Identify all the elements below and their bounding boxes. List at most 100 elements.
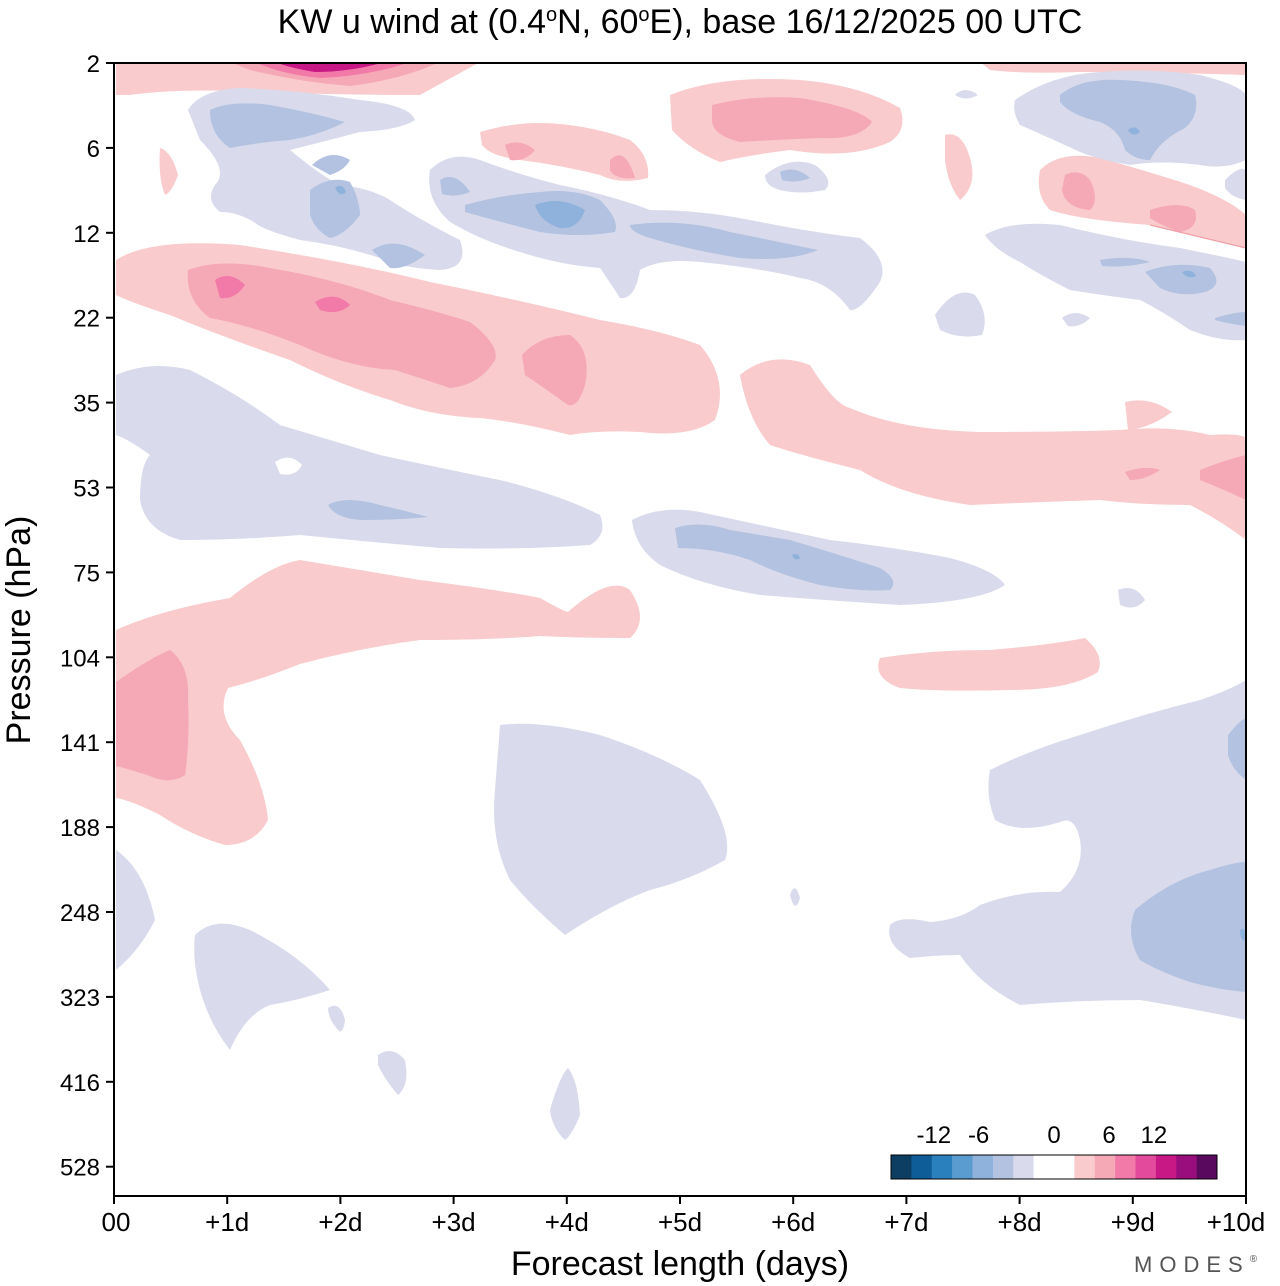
contour-region <box>1150 205 1196 232</box>
contour-region <box>675 524 894 591</box>
contour-level-pos1 <box>116 62 1246 845</box>
contour-region <box>1125 400 1172 430</box>
contour-region <box>310 179 360 238</box>
contour-region <box>712 97 872 142</box>
contour-region <box>505 142 535 161</box>
y-axis-label: Pressure (hPa) <box>0 516 38 745</box>
y-tick-label: 12 <box>73 221 100 248</box>
contour-fields <box>116 62 1247 1140</box>
colorbar-tick-label: 12 <box>1140 1122 1167 1149</box>
x-tick-label: +10d <box>1207 1207 1266 1237</box>
colorbar-tick-label: -6 <box>968 1122 989 1149</box>
contour-region <box>328 500 428 520</box>
contour-region <box>1118 587 1145 608</box>
contour-region <box>116 850 155 970</box>
contour-region <box>1062 172 1095 210</box>
contour-level-neg3 <box>335 127 1246 941</box>
contour-region <box>312 155 350 175</box>
colorbar-swatch <box>1135 1155 1157 1179</box>
contour-region <box>935 292 985 337</box>
contour-region <box>275 62 385 72</box>
contour-region <box>980 62 1245 75</box>
contour-region <box>116 650 189 781</box>
contour-region <box>1215 312 1246 326</box>
x-tick-label: 00 <box>102 1207 131 1237</box>
contour-region <box>210 103 345 148</box>
contour-region <box>1145 264 1217 295</box>
x-tick-label: +6d <box>771 1207 815 1237</box>
colorbar-swatch <box>931 1155 953 1179</box>
colorbar-tick-label: -12 <box>916 1122 951 1149</box>
contour-region <box>790 888 800 906</box>
contour-region <box>1225 168 1246 200</box>
y-tick-label: 53 <box>73 476 100 503</box>
x-tick-label: +3d <box>432 1207 476 1237</box>
contour-region <box>440 176 470 196</box>
y-tick-label: 35 <box>73 391 100 418</box>
colorbar-frame <box>890 1154 1218 1180</box>
contour-region <box>740 359 1246 540</box>
contour-region <box>194 923 330 1050</box>
y-tick-label: 141 <box>60 730 100 757</box>
modes-logo: MODES® <box>1134 1252 1264 1277</box>
contour-line <box>1149 224 1247 249</box>
colorbar-swatch <box>1176 1155 1197 1179</box>
colorbar-swatch <box>952 1155 973 1179</box>
y-tick-label: 416 <box>60 1070 100 1097</box>
contour-region <box>494 723 728 935</box>
contour-level-pos4 <box>275 62 385 72</box>
contour-region <box>945 134 973 200</box>
x-tick-label: +9d <box>1111 1207 1155 1237</box>
contour-region <box>550 1068 580 1140</box>
chart-title: KW u wind at (0.4oN, 60oE), base 16/12/2… <box>278 3 1083 41</box>
contour-region <box>1062 313 1090 327</box>
contour-region <box>1228 718 1246 780</box>
y-tick-label: 2 <box>87 51 100 78</box>
y-tick-label: 323 <box>60 985 100 1012</box>
y-tick-label: 188 <box>60 815 100 842</box>
contour-region <box>187 263 496 388</box>
colorbar-swatch <box>1094 1155 1116 1179</box>
colorbar-swatch <box>972 1155 994 1179</box>
contour-region <box>1240 928 1246 941</box>
colorbar-swatch <box>891 1155 912 1179</box>
colorbar-swatch <box>1115 1155 1136 1179</box>
y-tick-label: 22 <box>73 306 100 333</box>
x-axis: 00 +1d +2d +3d +4d +5d +6d +7d +8d +9d +10d <box>102 1196 1266 1237</box>
y-tick-label: 6 <box>87 136 100 163</box>
colorbar-swatch <box>1074 1155 1096 1179</box>
contour-region <box>275 457 302 475</box>
contour-region <box>116 560 640 845</box>
contour-region <box>878 638 1100 691</box>
contour-region <box>1131 862 1246 992</box>
contour-region <box>955 90 978 99</box>
contour-region <box>630 222 818 259</box>
contour-region <box>215 276 245 299</box>
colorbar-tick-label: 6 <box>1102 1122 1115 1149</box>
x-tick-label: +2d <box>318 1207 362 1237</box>
contour-region <box>535 201 585 229</box>
y-tick-label: 75 <box>73 560 100 587</box>
x-tick-label: +5d <box>658 1207 702 1237</box>
colorbar-legend: -12 -6 0 6 12 <box>890 1122 1218 1180</box>
contour-region <box>522 335 587 406</box>
colorbar-swatch <box>911 1155 933 1179</box>
contour-region <box>780 169 810 182</box>
colorbar-swatch <box>1155 1155 1177 1179</box>
y-tick-label: 528 <box>60 1155 100 1182</box>
contour-region <box>159 148 178 195</box>
colorbar-tick-label: 0 <box>1047 1122 1060 1149</box>
colorbar-swatch <box>1033 1155 1055 1179</box>
x-tick-label: +7d <box>884 1207 928 1237</box>
colorbar-swatch <box>1013 1155 1034 1179</box>
contour-region <box>480 123 649 181</box>
contour-region <box>1182 270 1196 278</box>
contour-region <box>610 155 635 179</box>
x-tick-label: +4d <box>545 1207 589 1237</box>
contour-region <box>378 1051 407 1095</box>
y-axis: 2 6 12 22 35 53 75 104 141 188 248 323 416 528 <box>60 51 114 1182</box>
x-tick-label: +1d <box>205 1207 249 1237</box>
contour-region <box>328 1005 345 1032</box>
contour-region <box>1200 455 1246 500</box>
